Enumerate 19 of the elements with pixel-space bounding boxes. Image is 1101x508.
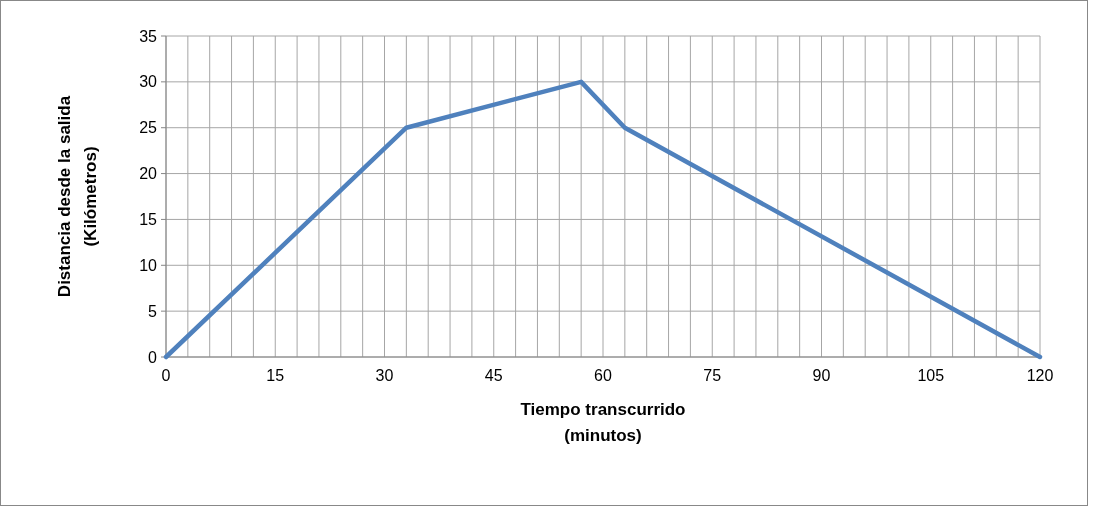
x-tick-label: 75: [703, 367, 722, 384]
x-tick-label: 0: [161, 367, 171, 384]
y-tick-label: 25: [139, 119, 158, 137]
y-tick-label: 30: [139, 73, 158, 91]
y-tick-label: 20: [139, 165, 158, 183]
y-tick-label: 35: [139, 27, 158, 45]
x-tick-label: 15: [266, 367, 285, 384]
y-axis-title: Distancia desde la salida (Kilómetros): [55, 95, 100, 298]
x-axis-title: Tiempo transcurrido (minutos): [520, 400, 686, 445]
x-tick-label: 120: [1026, 367, 1054, 384]
y-tick-label: 10: [139, 256, 158, 274]
x-tick-label: 60: [594, 367, 612, 384]
y-tick-label: 0: [148, 348, 158, 366]
y-tick-label: 5: [148, 302, 158, 320]
y-tick-label: 15: [139, 211, 158, 229]
x-tick-label: 45: [484, 367, 503, 384]
x-tick-label: 105: [917, 367, 945, 384]
x-tick-label: 30: [375, 367, 394, 384]
x-tick-label: 90: [812, 367, 831, 384]
